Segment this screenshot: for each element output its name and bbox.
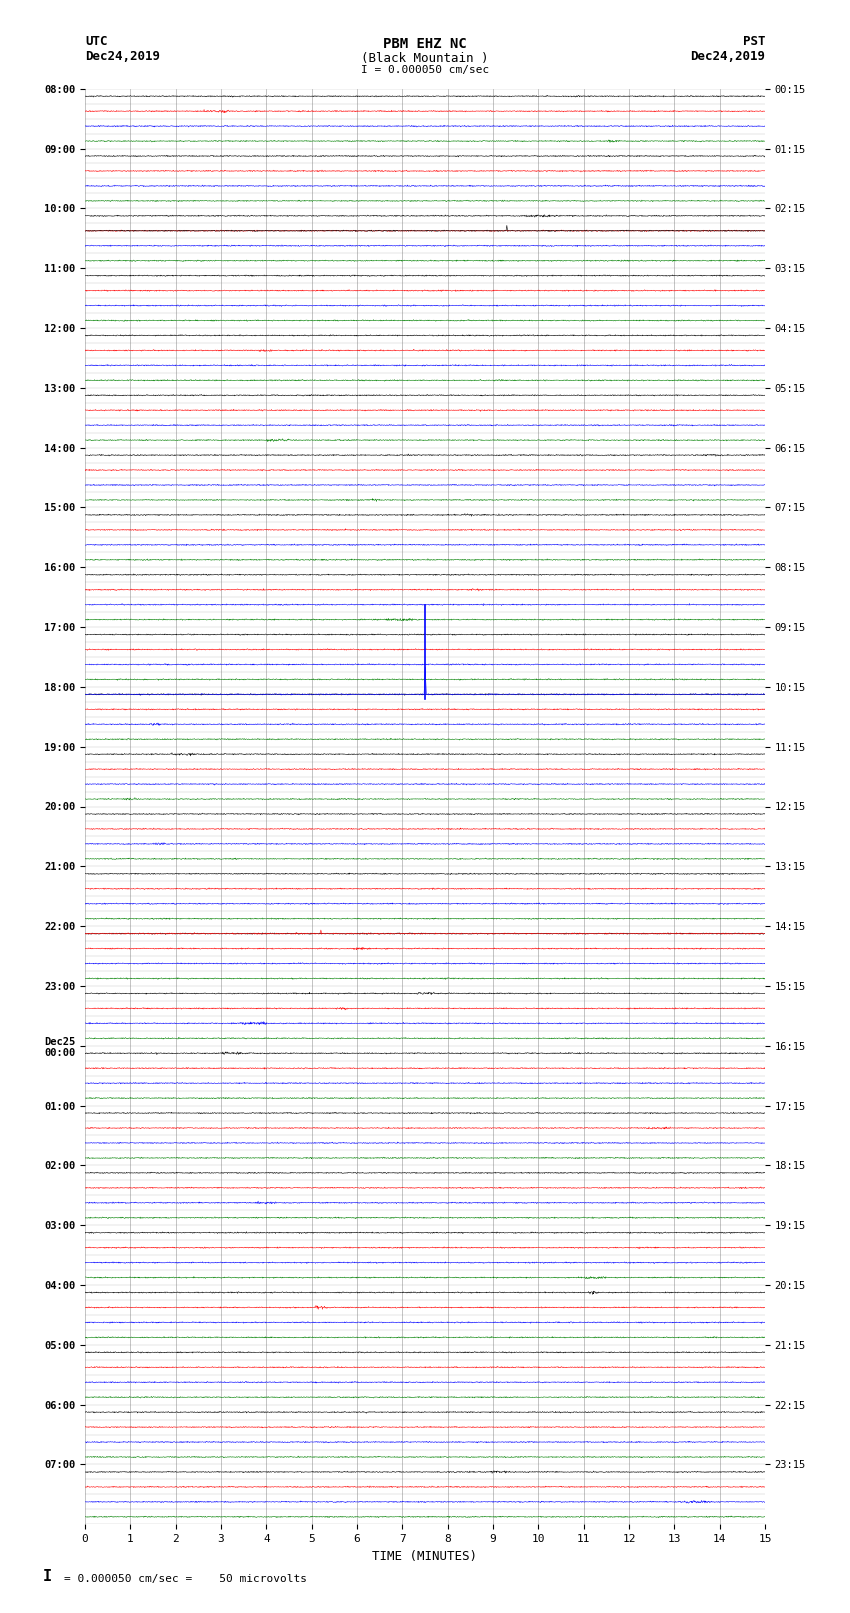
Text: I = 0.000050 cm/sec: I = 0.000050 cm/sec [361,65,489,74]
X-axis label: TIME (MINUTES): TIME (MINUTES) [372,1550,478,1563]
Text: (Black Mountain ): (Black Mountain ) [361,52,489,65]
Text: PBM EHZ NC: PBM EHZ NC [383,37,467,52]
Text: PST: PST [743,35,765,48]
Text: UTC: UTC [85,35,107,48]
Text: Dec24,2019: Dec24,2019 [85,50,160,63]
Text: Dec24,2019: Dec24,2019 [690,50,765,63]
Text: = 0.000050 cm/sec =    50 microvolts: = 0.000050 cm/sec = 50 microvolts [64,1574,307,1584]
Text: I: I [42,1569,52,1584]
